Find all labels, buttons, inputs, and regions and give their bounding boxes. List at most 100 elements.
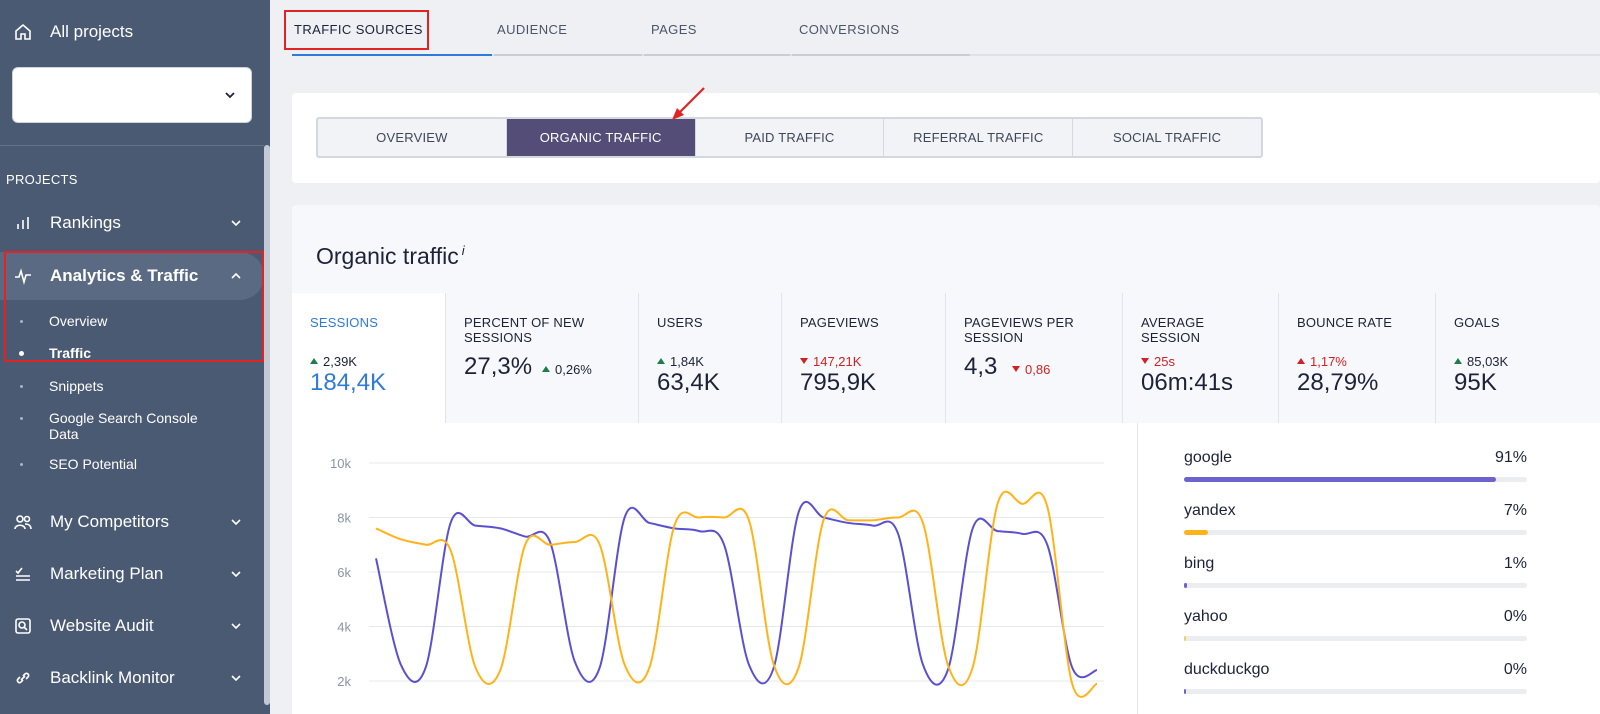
- pulse-icon: [12, 265, 34, 287]
- projects-section-label: PROJECTS: [6, 172, 78, 187]
- sidebar-item-backlink-monitor[interactable]: Backlink Monitor: [0, 654, 264, 702]
- tab-referral-traffic[interactable]: REFERRAL TRAFFIC: [884, 119, 1073, 156]
- source-row: yandex 7%: [1184, 502, 1527, 520]
- metric-value: 06m:41s: [1141, 369, 1233, 397]
- all-projects-link[interactable]: All projects: [0, 0, 270, 64]
- metric-value: 4,3: [964, 353, 997, 381]
- sidebar-subitem-label: SEO Potential: [49, 456, 137, 472]
- source-row: bing 1%: [1184, 555, 1527, 573]
- metric-delta: 1,17%: [1297, 354, 1347, 369]
- source-bar-fill: [1184, 636, 1186, 641]
- bullet-icon: [20, 417, 23, 420]
- source-percent: 0%: [1504, 608, 1527, 626]
- metric-label: PAGEVIEWS PER SESSION: [964, 315, 1094, 345]
- sidebar-item-website-audit[interactable]: Website Audit: [0, 602, 264, 650]
- sidebar-item-analytics-traffic[interactable]: Analytics & Traffic: [0, 252, 264, 300]
- tab-underline: [644, 54, 790, 56]
- metric-average-session[interactable]: AVERAGE SESSION 25s 06m:41s: [1123, 293, 1279, 423]
- sidebar-subitem-label: Traffic: [49, 345, 91, 361]
- metric-value: 95K: [1454, 369, 1497, 397]
- tab-conversions[interactable]: CONVERSIONS: [799, 22, 899, 37]
- source-bar: [1184, 689, 1527, 694]
- metric-bounce-rate[interactable]: BOUNCE RATE 1,17% 28,79%: [1279, 293, 1436, 423]
- source-percent: 7%: [1504, 502, 1527, 520]
- tab-active-indicator: [292, 54, 492, 56]
- source-percent: 0%: [1504, 661, 1527, 679]
- sidebar-subitem-gsc-data[interactable]: Google Search Console Data: [0, 410, 210, 442]
- tab-audience[interactable]: AUDIENCE: [497, 22, 567, 37]
- sidebar-item-label: Analytics & Traffic: [50, 266, 198, 286]
- chevron-down-icon: [230, 568, 242, 580]
- y-tick-label: 8k: [337, 511, 351, 526]
- red-arrow-icon: [668, 84, 708, 124]
- source-name: duckduckgo: [1184, 661, 1269, 678]
- sidebar-item-marketing-plan[interactable]: Marketing Plan: [0, 550, 264, 598]
- tab-overview[interactable]: OVERVIEW: [318, 119, 507, 156]
- source-bar: [1184, 530, 1527, 535]
- title-text: Organic traffic: [316, 243, 459, 269]
- traffic-type-switcher: OVERVIEW ORGANIC TRAFFIC PAID TRAFFIC RE…: [316, 117, 1263, 158]
- metric-delta: 0,26%: [542, 362, 592, 377]
- sidebar-item-my-competitors[interactable]: My Competitors: [0, 498, 264, 546]
- source-bar: [1184, 636, 1527, 641]
- all-projects-label: All projects: [50, 22, 133, 42]
- y-tick-label: 4k: [337, 620, 351, 635]
- metric-delta: 147,21K: [800, 354, 861, 369]
- source-bar-fill: [1184, 689, 1186, 694]
- sidebar-item-label: Rankings: [50, 213, 121, 233]
- metric-delta: 0,86: [1012, 362, 1050, 377]
- tab-underline: [494, 54, 642, 56]
- sidebar-item-rankings[interactable]: Rankings: [0, 199, 264, 247]
- metric-delta: 85,03K: [1454, 354, 1508, 369]
- sidebar-item-label: Backlink Monitor: [50, 668, 175, 688]
- sidebar-subitem-snippets[interactable]: Snippets: [0, 378, 264, 394]
- metric-label: SESSIONS: [310, 315, 445, 330]
- sidebar: All projects PROJECTS Rankings Analytics…: [0, 0, 270, 714]
- search-engine-sources: google 91% yandex 7% bing 1% yahoo 0% du…: [1137, 423, 1600, 714]
- users-icon: [12, 511, 34, 533]
- source-name: bing: [1184, 555, 1214, 572]
- series-line-2[interactable]: [376, 492, 1097, 697]
- metric-pageviews-per-session[interactable]: PAGEVIEWS PER SESSION 4,3 0,86: [946, 293, 1123, 423]
- home-icon: [12, 21, 34, 43]
- info-icon[interactable]: i: [462, 243, 465, 258]
- sidebar-subitem-label: Snippets: [49, 378, 103, 394]
- tab-organic-traffic[interactable]: ORGANIC TRAFFIC: [507, 119, 696, 156]
- tab-traffic-sources[interactable]: TRAFFIC SOURCES: [294, 22, 423, 37]
- metric-value: 27,3%: [464, 353, 532, 381]
- metric-sessions[interactable]: SESSIONS 2,39K 184,4K: [292, 293, 446, 423]
- metric-pageviews[interactable]: PAGEVIEWS 147,21K 795,9K: [782, 293, 946, 423]
- source-name: yahoo: [1184, 608, 1228, 625]
- metric-delta: 2,39K: [310, 354, 357, 369]
- chevron-down-icon: [223, 88, 237, 102]
- chevron-down-icon: [230, 620, 242, 632]
- sidebar-subitem-seo-potential[interactable]: SEO Potential: [0, 456, 264, 472]
- source-row: duckduckgo 0%: [1184, 661, 1527, 679]
- metric-percent-new-sessions[interactable]: PERCENT OF NEW SESSIONS 27,3% 0,26%: [446, 293, 639, 423]
- metric-label: PERCENT OF NEW SESSIONS: [464, 315, 614, 345]
- metric-value: 63,4K: [657, 369, 720, 397]
- metric-label: AVERAGE SESSION: [1141, 315, 1221, 345]
- sidebar-item-label: Website Audit: [50, 616, 154, 636]
- metric-label: USERS: [657, 315, 781, 330]
- sidebar-subitem-overview[interactable]: Overview: [0, 313, 264, 329]
- project-select[interactable]: [12, 67, 252, 123]
- metric-label: GOALS: [1454, 315, 1600, 330]
- sidebar-item-label: Marketing Plan: [50, 564, 163, 584]
- sidebar-subitem-traffic[interactable]: Traffic: [0, 345, 264, 361]
- metric-value: 28,79%: [1297, 369, 1378, 397]
- tab-paid-traffic[interactable]: PAID TRAFFIC: [696, 119, 885, 156]
- source-name: google: [1184, 449, 1232, 466]
- series-line-1[interactable]: [376, 502, 1097, 685]
- tab-pages[interactable]: PAGES: [651, 22, 697, 37]
- tab-social-traffic[interactable]: SOCIAL TRAFFIC: [1073, 119, 1261, 156]
- source-bar-fill: [1184, 583, 1187, 588]
- bullet-icon: [20, 463, 23, 466]
- y-tick-label: 10k: [330, 456, 351, 471]
- metric-delta: 1,84K: [657, 354, 704, 369]
- traffic-type-card: OVERVIEW ORGANIC TRAFFIC PAID TRAFFIC RE…: [292, 93, 1600, 183]
- source-row: google 91%: [1184, 449, 1527, 467]
- chevron-down-icon: [230, 217, 242, 229]
- metric-goals[interactable]: GOALS 85,03K 95K: [1436, 293, 1600, 423]
- metric-users[interactable]: USERS 1,84K 63,4K: [639, 293, 782, 423]
